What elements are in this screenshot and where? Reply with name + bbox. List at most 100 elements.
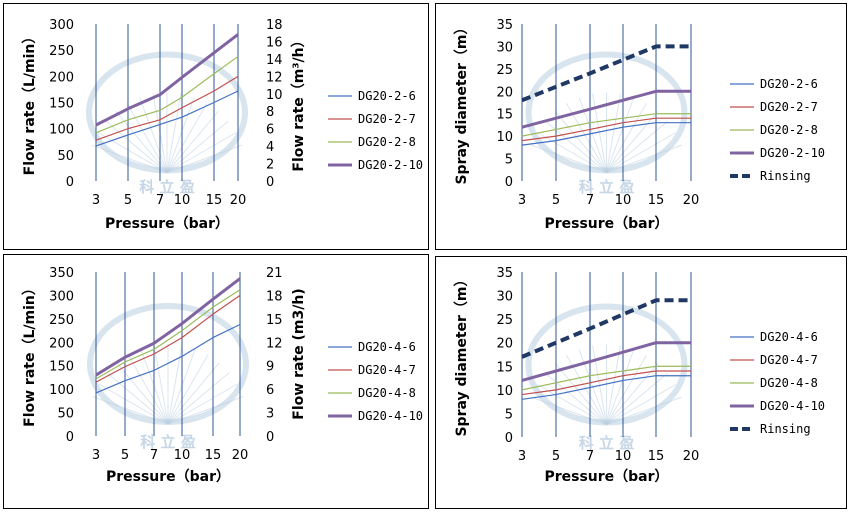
- series-line-dg20-4-6: [95, 323, 241, 394]
- watermark-ray: [167, 362, 220, 425]
- x-tick-label: 10: [174, 193, 191, 208]
- watermark-ray: [531, 144, 607, 173]
- watermark-text: 科 立 盈: [579, 178, 634, 196]
- y2-tick-label: 2: [266, 158, 274, 173]
- watermark-text: 科 立 盈: [579, 434, 634, 452]
- series-line-dg20-2-10: [521, 89, 691, 129]
- watermark-ray: [606, 354, 647, 425]
- y2-tick-label: 9: [266, 360, 274, 375]
- y2-tick-label: 12: [266, 70, 283, 85]
- y2-tick-label: 10: [266, 88, 283, 103]
- y2-tick-label: 6: [266, 123, 274, 138]
- series-line-dg20-2-7: [95, 75, 239, 141]
- legend-label: DG20-2-7: [358, 112, 416, 126]
- flow-rate-chart-dg20-2: 科 立 盈 0 50 100 150 200 250 300 0 2 4 6 8 10 12 14 16 18 3 5…: [3, 3, 429, 250]
- x-tick-label: 7: [586, 449, 594, 464]
- y-tick-label: 35: [496, 266, 513, 281]
- series-line-dg20-4-7: [521, 370, 691, 396]
- x-tick-label: 7: [586, 193, 594, 208]
- y-tick-label: 20: [496, 337, 513, 352]
- x-tick-label: 3: [92, 448, 100, 463]
- watermark-ray: [554, 362, 607, 425]
- y-tick-label: 0: [505, 175, 513, 190]
- y2-tick-label: 16: [266, 35, 283, 50]
- x-tick-label: 5: [121, 448, 129, 463]
- y-tick-label: 30: [496, 290, 513, 305]
- y2-tick-label: 0: [266, 175, 274, 190]
- watermark-ray: [91, 144, 168, 173]
- series-line-dg20-4-10: [521, 341, 691, 382]
- watermark-ray: [127, 354, 169, 425]
- watermark-ray: [167, 345, 183, 425]
- y-tick-label: 100: [49, 383, 74, 398]
- x-tick-label: 5: [124, 193, 132, 208]
- y-tick-label: 300: [49, 289, 74, 304]
- y-tick-label: 0: [66, 175, 74, 190]
- legend-label: DG20-4-6: [760, 330, 818, 344]
- y-axis-label: Flow rate（L/min）: [22, 30, 38, 176]
- y-tick-label: 10: [496, 384, 513, 399]
- x-tick-label: 20: [230, 193, 247, 208]
- series-line-dg20-2-6: [95, 90, 239, 147]
- y2-axis-label: Flow rate (m3/h): [291, 288, 307, 419]
- legend-label: DG20-2-8: [358, 135, 416, 149]
- flow-rate-chart-dg20-4-svg: 科 立 盈 0 50 100 150 200 250 300 350 0 3 6 9 12 15 18 21 3 5…: [22, 266, 423, 485]
- watermark-text: 科 立 盈: [140, 433, 195, 451]
- y2-tick-label: 3: [266, 407, 274, 422]
- watermark-ray: [606, 345, 621, 425]
- x-tick-label: 15: [648, 193, 665, 208]
- legend-label: DG20-4-10: [358, 409, 423, 423]
- y-tick-label: 250: [49, 44, 74, 59]
- watermark-ray: [153, 345, 169, 425]
- watermark-ray: [554, 110, 607, 173]
- x-tick-label: 3: [518, 193, 526, 208]
- watermark-ray: [166, 97, 195, 173]
- series-line-dg20-4-7: [95, 294, 241, 383]
- legend-label: DG20-2-6: [358, 89, 416, 103]
- x-tick-label: 5: [552, 449, 560, 464]
- watermark-ray: [166, 110, 219, 173]
- x-tick-label: 15: [206, 193, 223, 208]
- flow-rate-chart-dg20-2-svg: 科 立 盈 0 50 100 150 200 250 300 0 2 4 6 8 10 12 14 16 18 3 5…: [22, 18, 423, 232]
- legend-label: DG20-2-10: [760, 146, 825, 160]
- x-tick-label: 7: [156, 193, 164, 208]
- y-tick-label: 50: [57, 407, 74, 422]
- x-tick-label: 10: [615, 449, 632, 464]
- series-line-dg20-2-10: [95, 33, 239, 127]
- watermark-ray: [167, 383, 238, 425]
- watermark-ray: [544, 372, 607, 425]
- x-tick-label: 15: [205, 448, 222, 463]
- series-line-dg20-2-8: [95, 55, 239, 134]
- legend-label: DG20-2-7: [760, 100, 818, 114]
- watermark-ray: [166, 120, 229, 173]
- watermark-ray: [606, 144, 682, 173]
- y-tick-label: 300: [49, 18, 74, 33]
- y2-tick-label: 8: [266, 105, 274, 120]
- y2-tick-label: 15: [266, 313, 283, 328]
- watermark-ray: [606, 102, 647, 173]
- x-tick-label: 20: [232, 448, 249, 463]
- legend-label: Rinsing: [760, 169, 811, 183]
- series-line-dg20-4-8: [521, 365, 691, 391]
- y-tick-label: 0: [505, 431, 513, 446]
- y-tick-label: 0: [66, 430, 74, 445]
- series-line-rinsing: [521, 298, 691, 359]
- watermark-ray: [606, 349, 635, 425]
- x-axis-label: Pressure（bar）: [544, 469, 668, 485]
- legend-label: DG20-2-6: [760, 77, 818, 91]
- y-tick-label: 20: [496, 85, 513, 100]
- y-tick-label: 100: [49, 123, 74, 138]
- y2-tick-label: 12: [266, 336, 283, 351]
- legend-label: DG20-4-8: [358, 386, 416, 400]
- watermark-ray: [606, 396, 682, 425]
- watermark-ray: [606, 362, 659, 425]
- watermark-ray: [167, 396, 244, 425]
- y-tick-label: 25: [496, 63, 513, 78]
- watermark-ray: [606, 384, 677, 425]
- x-tick-label: 20: [683, 449, 700, 464]
- spray-diameter-chart-dg20-2: 科 立 盈 0 5 10 15 20 25 30 35 3 5 7 10 15 20 Pressure（bar…: [435, 3, 847, 250]
- y2-tick-label: 4: [266, 140, 274, 155]
- watermark-ray: [166, 144, 243, 173]
- y-tick-label: 200: [49, 70, 74, 85]
